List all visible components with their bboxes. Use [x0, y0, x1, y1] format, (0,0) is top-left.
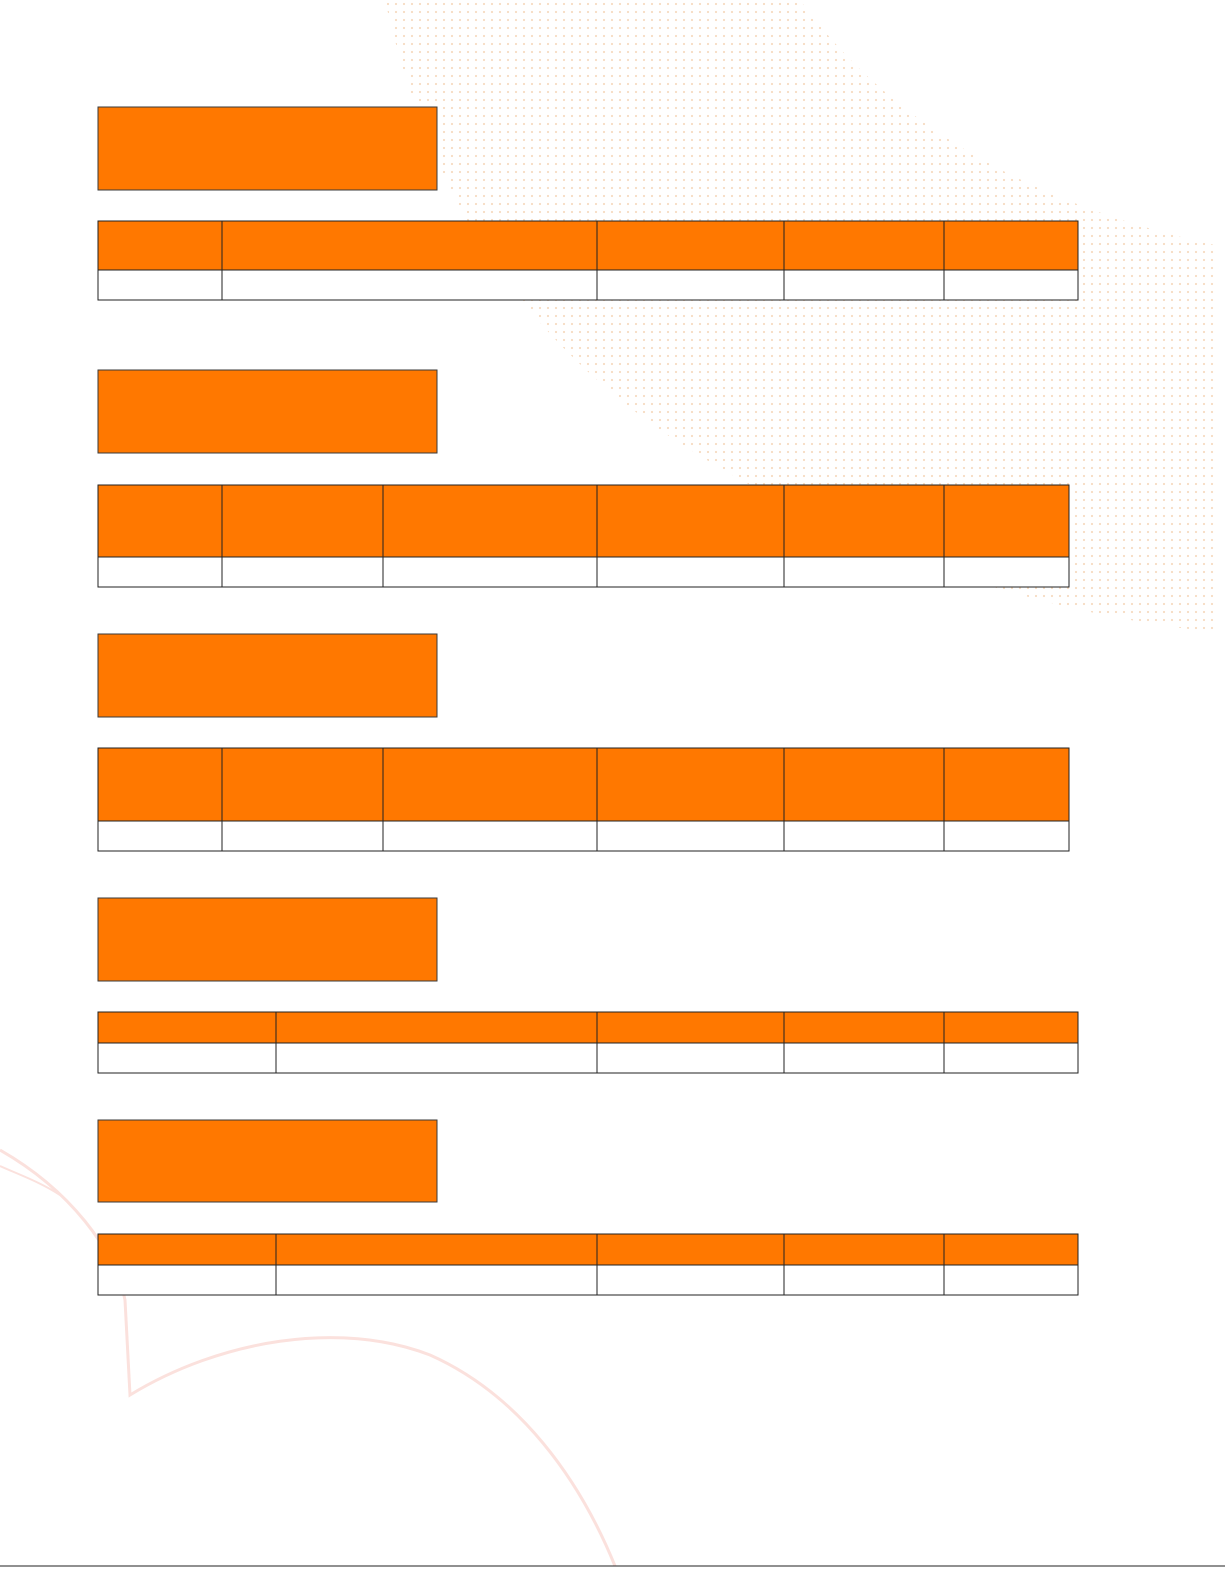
table-header: [98, 485, 1069, 557]
section-heading-box: [97, 369, 438, 454]
dot-pattern: [385, 0, 1215, 632]
table-header: [98, 1012, 1078, 1043]
table-header: [98, 748, 1069, 821]
table-borders: [97, 1233, 1079, 1296]
table-row: [98, 1043, 1078, 1073]
table-row: [98, 821, 1069, 851]
section-heading-box: [97, 106, 438, 191]
table: [97, 1011, 1079, 1074]
table: [97, 484, 1070, 588]
section-heading-box: [97, 633, 438, 718]
table: [97, 220, 1079, 301]
section-heading-box: [97, 1119, 438, 1203]
table-borders: [97, 1011, 1079, 1074]
table-borders: [97, 484, 1070, 588]
table: [97, 1233, 1079, 1296]
curve-decoration: [0, 1165, 61, 1196]
curve-decoration: [0, 1148, 617, 1567]
section-heading-box: [97, 897, 438, 982]
table-header: [98, 1234, 1078, 1265]
table-row: [98, 1265, 1078, 1295]
table-row: [98, 557, 1069, 587]
table-header: [98, 221, 1078, 270]
table-borders: [97, 220, 1079, 301]
table: [97, 747, 1070, 852]
table-row: [98, 270, 1078, 300]
table-borders: [97, 747, 1070, 852]
